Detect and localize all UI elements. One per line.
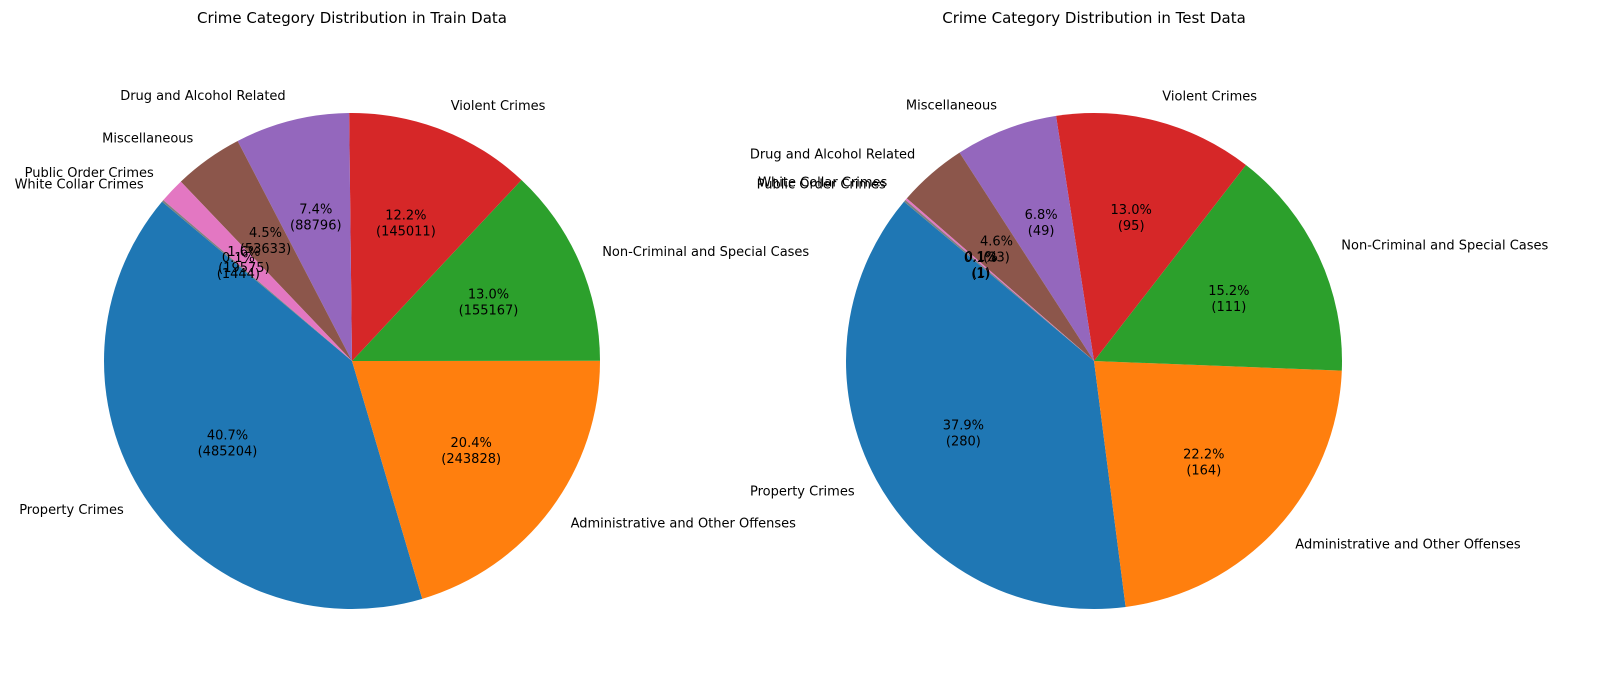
test-miscellaneous-slice [959,115,1094,361]
test-drug-and-alcohol-related-percent: 4.6% [980,235,1013,250]
train-non-criminal-and-special-cases-percent: 13.0% [468,288,509,303]
train-non-criminal-and-special-cases-value-label: 13.0% (155167) [459,288,519,319]
train-pie-chart: Crime Category Distribution in Train Dat… [15,9,810,610]
train-drug-and-alcohol-related-value-label: 7.4% (88796) [290,203,342,234]
train-non-criminal-and-special-cases-count: (155167) [459,304,519,319]
train-non-criminal-and-special-cases-label: Non-Criminal and Special Cases [602,245,809,260]
train-public-order-crimes-label: Public Order Crimes [25,166,154,181]
test-miscellaneous-value-label: 6.8% (49) [1025,208,1058,239]
test-pie-labels: Property Crimes 37.9% (280) Administrative … [750,89,1549,552]
train-administrative-and-other-offenses-slice [352,360,601,599]
train-public-order-crimes-percent: 1.6% [227,245,260,260]
test-public-order-crimes-label: Public Order Crimes [757,177,886,192]
train-miscellaneous-label: Miscellaneous [102,132,193,147]
train-white-collar-crimes-percent: 0.1% [222,251,255,266]
train-public-order-crimes-count: (19575) [218,261,270,276]
test-chart-title: Crime Category Distribution in Test Data [942,9,1246,27]
test-non-criminal-and-special-cases-count: (111) [1211,300,1246,315]
train-public-order-crimes-value-label: 1.6% (19575) [218,245,270,276]
train-violent-crimes-label: Violent Crimes [451,99,546,114]
train-property-crimes-slice [103,201,423,610]
test-public-order-crimes-count: (1) [971,267,989,282]
train-public-order-crimes-slice [163,181,352,361]
train-miscellaneous-percent: 4.5% [249,226,282,241]
train-white-collar-crimes-value-label: 0.1% (1444) [217,251,260,282]
train-property-crimes-value-label: 40.7% (485204) [198,429,258,460]
train-drug-and-alcohol-related-count: (88796) [290,219,342,234]
test-property-crimes-slice [846,201,1126,609]
test-property-crimes-value-label: 37.9% (280) [943,418,984,449]
test-violent-crimes-label: Violent Crimes [1162,89,1257,104]
train-violent-crimes-value-label: 12.2% (145011) [376,208,436,239]
train-white-collar-crimes-count: (1444) [217,267,260,282]
test-white-collar-crimes-percent: 0.1% [965,250,998,265]
test-miscellaneous-label: Miscellaneous [906,99,997,114]
train-property-crimes-count: (485204) [198,445,258,460]
train-non-criminal-and-special-cases-slice [352,179,600,361]
train-chart-title: Crime Category Distribution in Train Dat… [197,9,507,27]
test-violent-crimes-percent: 13.0% [1111,203,1152,218]
test-pie-slices [846,112,1342,609]
test-non-criminal-and-special-cases-label: Non-Criminal and Special Cases [1341,238,1548,253]
train-violent-crimes-count: (145011) [376,224,436,239]
test-drug-and-alcohol-related-value-label: 4.6% (33) [980,235,1013,266]
test-drug-and-alcohol-related-count: (33) [983,251,1010,266]
test-white-collar-crimes-count: (1) [972,266,990,281]
train-miscellaneous-slice [180,140,352,361]
train-property-crimes-percent: 40.7% [207,429,248,444]
train-pie-labels: Property Crimes 40.7% (485204) Administrati… [15,89,810,532]
train-miscellaneous-value-label: 4.5% (53633) [240,226,292,257]
train-drug-and-alcohol-related-percent: 7.4% [299,203,332,218]
test-miscellaneous-percent: 6.8% [1025,208,1058,223]
train-pie-slices [103,113,601,610]
train-white-collar-crimes-slice [162,200,352,361]
train-white-collar-crimes-label: White Collar Crimes [15,177,144,192]
test-administrative-and-other-offenses-label: Administrative and Other Offenses [1295,538,1521,553]
test-violent-crimes-value-label: 13.0% (95) [1111,203,1152,234]
test-miscellaneous-count: (49) [1028,224,1055,239]
train-violent-crimes-percent: 12.2% [385,208,426,223]
test-white-collar-crimes-slice [905,198,1094,361]
test-white-collar-crimes-label: White Collar Crimes [758,176,887,191]
test-administrative-and-other-offenses-percent: 22.2% [1183,447,1224,462]
test-drug-and-alcohol-related-slice [906,152,1094,361]
test-administrative-and-other-offenses-slice [1094,361,1342,607]
test-white-collar-crimes-value-label: 0.1% (1) [965,250,998,281]
test-public-order-crimes-value-label: 0.1% (1) [964,251,997,282]
test-public-order-crimes-slice [904,199,1094,361]
train-miscellaneous-count: (53633) [240,242,292,257]
test-drug-and-alcohol-related-label: Drug and Alcohol Related [750,147,915,162]
test-administrative-and-other-offenses-value-label: 22.2% (164) [1183,447,1224,478]
test-violent-crimes-count: (95) [1118,219,1145,234]
train-administrative-and-other-offenses-percent: 20.4% [451,436,492,451]
train-violent-crimes-slice [349,113,522,362]
train-administrative-and-other-offenses-count: (243828) [441,452,501,467]
test-administrative-and-other-offenses-count: (164) [1186,463,1221,478]
test-public-order-crimes-percent: 0.1% [964,251,997,266]
train-property-crimes-label: Property Crimes [19,503,124,518]
train-administrative-and-other-offenses-value-label: 20.4% (243828) [441,436,501,467]
train-administrative-and-other-offenses-label: Administrative and Other Offenses [571,517,797,532]
test-violent-crimes-slice [1056,112,1246,361]
test-non-criminal-and-special-cases-slice [1094,165,1342,371]
train-drug-and-alcohol-related-label: Drug and Alcohol Related [120,89,285,104]
test-property-crimes-label: Property Crimes [750,484,855,499]
test-pie-chart: Crime Category Distribution in Test Data… [750,9,1549,609]
test-non-criminal-and-special-cases-percent: 15.2% [1208,284,1249,299]
train-drug-and-alcohol-related-slice [237,113,352,362]
test-non-criminal-and-special-cases-value-label: 15.2% (111) [1208,284,1249,315]
test-property-crimes-percent: 37.9% [943,418,984,433]
test-property-crimes-count: (280) [946,434,981,449]
